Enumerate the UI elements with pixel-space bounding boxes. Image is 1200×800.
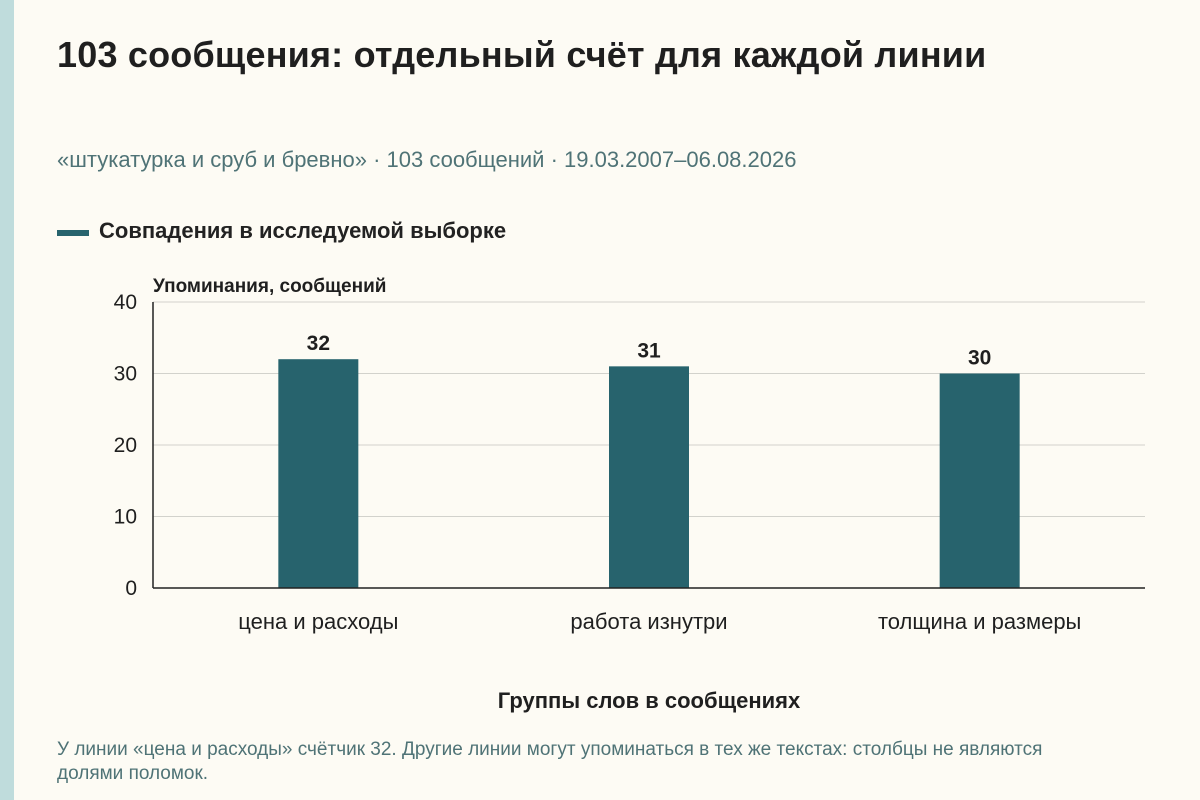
bars (278, 359, 1020, 588)
y-tick-label: 10 (114, 506, 137, 529)
legend-swatch (57, 230, 89, 236)
x-axis-label: Группы слов в сообщениях (498, 688, 801, 713)
y-tick-label: 40 (114, 291, 137, 314)
x-tick-label: цена и расходы (238, 609, 398, 634)
bar (278, 359, 359, 588)
data-label: 31 (637, 339, 661, 362)
accent-strip (0, 0, 14, 800)
y-tick-label: 20 (114, 434, 137, 457)
axes (152, 302, 1145, 589)
legend-label: Совпадения в исследуемой выборке (99, 218, 507, 243)
x-tick-label: толщина и размеры (878, 609, 1081, 634)
footnote: У линии «цена и расходы» счётчик 32. Дру… (57, 739, 1043, 784)
data-label: 30 (968, 347, 991, 370)
y-tick-labels: 0 10 20 30 40 (114, 291, 137, 600)
y-tick-label: 30 (114, 363, 137, 386)
y-axis-label: Упоминания, сообщений (153, 276, 386, 297)
bar (609, 366, 689, 588)
y-tick-label: 0 (125, 577, 137, 600)
bar (939, 373, 1020, 588)
chart-subtitle: «штукатурка и сруб и бревно» · 103 сообщ… (57, 147, 797, 172)
data-label: 32 (307, 332, 330, 355)
chart-title: 103 сообщения: отдельный счёт для каждой… (57, 34, 987, 75)
x-tick-labels: цена и расходы работа изнутри толщина и ра… (238, 609, 1081, 634)
data-labels: 32 31 30 (307, 332, 992, 369)
x-tick-label: работа изнутри (570, 609, 727, 634)
legend: Совпадения в исследуемой выборке (57, 218, 506, 244)
